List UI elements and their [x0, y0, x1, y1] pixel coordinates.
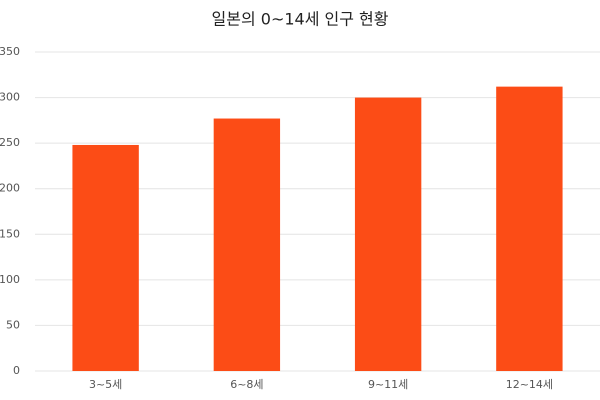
- y-tick-label: 350: [0, 45, 20, 58]
- y-tick-label: 300: [0, 91, 20, 104]
- x-tick-label: 12~14세: [506, 378, 553, 391]
- bar: [354, 97, 422, 372]
- bar: [72, 144, 139, 371]
- y-tick-label: 150: [0, 227, 20, 240]
- y-tick-label: 200: [0, 182, 20, 195]
- y-tick-label: 50: [6, 318, 20, 331]
- x-tick-label: 3~5세: [89, 378, 122, 391]
- chart-title: 일본의 0~14세 인구 현황: [212, 10, 389, 29]
- bar: [496, 86, 563, 372]
- y-tick-label: 100: [0, 273, 20, 286]
- y-tick-label: 250: [0, 136, 20, 149]
- y-tick-label: 0: [13, 364, 20, 377]
- x-tick-label: 6~8세: [230, 378, 263, 391]
- bar: [213, 118, 281, 371]
- x-tick-label: 9~11세: [368, 378, 408, 391]
